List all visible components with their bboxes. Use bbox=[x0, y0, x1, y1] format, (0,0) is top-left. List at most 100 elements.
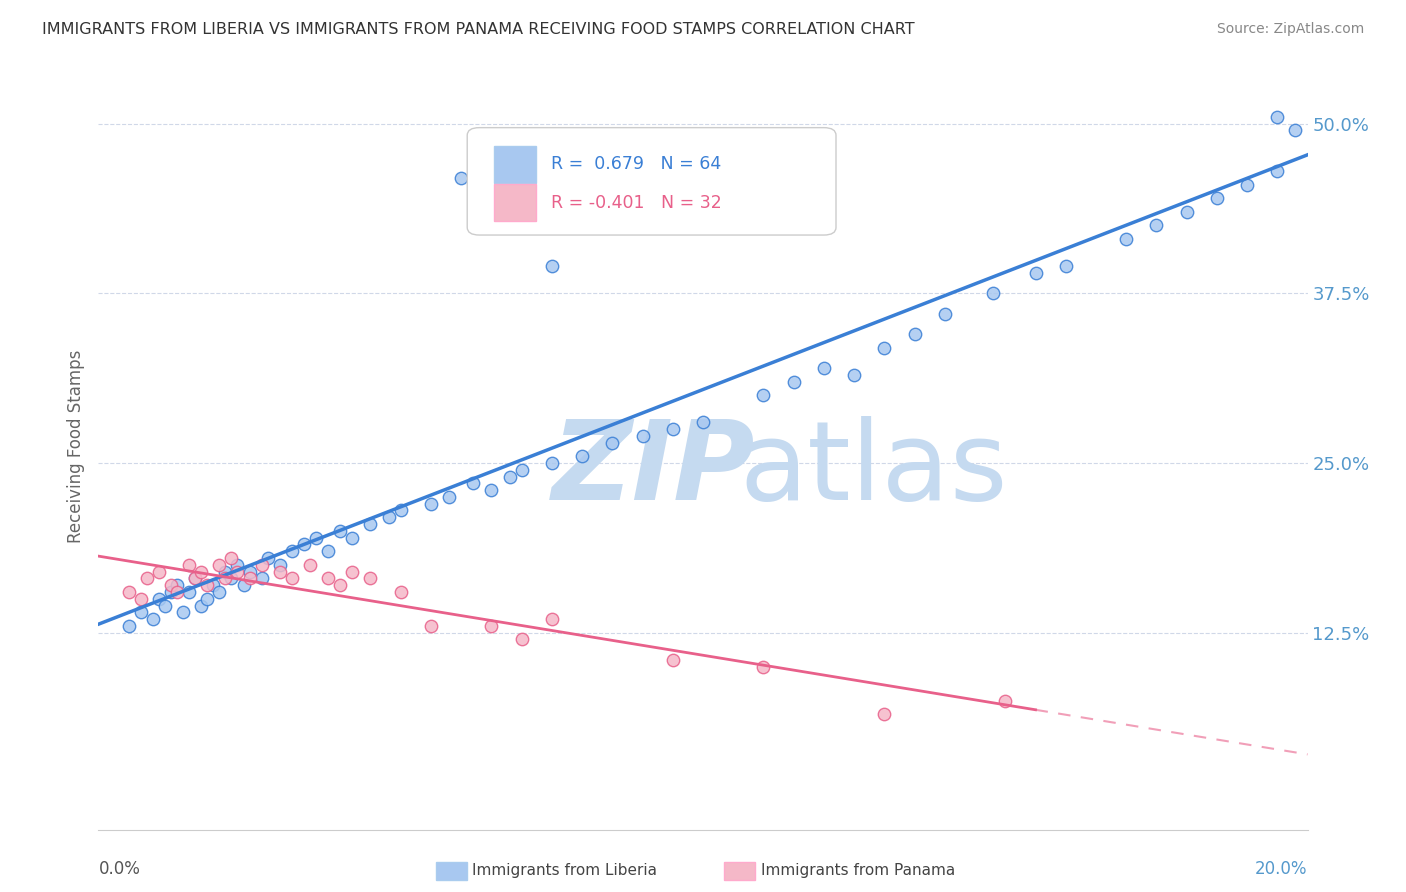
FancyBboxPatch shape bbox=[467, 128, 837, 235]
Point bbox=[305, 531, 328, 545]
Point bbox=[752, 659, 775, 673]
Point bbox=[1206, 191, 1229, 205]
Point bbox=[1175, 204, 1198, 219]
Point bbox=[463, 476, 485, 491]
Point bbox=[316, 571, 339, 585]
Point bbox=[316, 544, 339, 558]
Point bbox=[602, 435, 624, 450]
Point bbox=[1054, 259, 1077, 273]
Point bbox=[129, 591, 152, 606]
Point bbox=[214, 571, 236, 585]
Point bbox=[118, 585, 141, 599]
Y-axis label: Receiving Food Stamps: Receiving Food Stamps bbox=[66, 350, 84, 542]
Point bbox=[540, 259, 562, 273]
Point bbox=[377, 510, 399, 524]
Point bbox=[148, 565, 170, 579]
Point bbox=[813, 360, 835, 375]
Point bbox=[481, 483, 503, 497]
Point bbox=[783, 375, 806, 389]
Text: atlas: atlas bbox=[740, 416, 1008, 523]
Text: R =  0.679   N = 64: R = 0.679 N = 64 bbox=[551, 155, 721, 173]
Point bbox=[389, 585, 412, 599]
Point bbox=[844, 368, 866, 382]
Point bbox=[1284, 123, 1306, 137]
Text: 0.0%: 0.0% bbox=[98, 860, 141, 879]
Point bbox=[360, 571, 382, 585]
Point bbox=[148, 591, 170, 606]
Point bbox=[160, 585, 183, 599]
Point bbox=[221, 571, 243, 585]
Point bbox=[1267, 110, 1289, 124]
Point bbox=[661, 422, 683, 436]
Point bbox=[981, 286, 1004, 301]
Point bbox=[239, 565, 262, 579]
Text: ZIP: ZIP bbox=[551, 416, 755, 523]
Point bbox=[190, 565, 212, 579]
Point bbox=[142, 612, 165, 626]
Point bbox=[631, 429, 654, 443]
Point bbox=[571, 449, 593, 463]
Point bbox=[420, 619, 443, 633]
Point bbox=[160, 578, 183, 592]
Point bbox=[195, 578, 218, 592]
Point bbox=[129, 605, 152, 619]
Point bbox=[221, 551, 243, 566]
Point bbox=[540, 456, 562, 470]
Point bbox=[232, 578, 254, 592]
Point bbox=[329, 524, 352, 538]
Point bbox=[256, 551, 278, 566]
Point bbox=[239, 571, 262, 585]
Point bbox=[661, 653, 683, 667]
Point bbox=[329, 578, 352, 592]
Point bbox=[281, 571, 304, 585]
Point bbox=[226, 565, 249, 579]
Point bbox=[481, 619, 503, 633]
Point bbox=[994, 693, 1017, 707]
Point bbox=[904, 326, 927, 341]
Point bbox=[190, 599, 212, 613]
Point bbox=[498, 469, 520, 483]
Point bbox=[1024, 266, 1046, 280]
Point bbox=[1236, 178, 1258, 192]
Point bbox=[214, 565, 236, 579]
Point bbox=[226, 558, 249, 572]
Point bbox=[873, 707, 896, 722]
Point bbox=[360, 517, 382, 532]
Point bbox=[269, 558, 291, 572]
Point bbox=[420, 497, 443, 511]
FancyBboxPatch shape bbox=[494, 185, 536, 221]
Point bbox=[934, 307, 956, 321]
Point bbox=[1144, 219, 1167, 233]
Point bbox=[752, 388, 775, 402]
Text: Source: ZipAtlas.com: Source: ZipAtlas.com bbox=[1216, 22, 1364, 37]
Point bbox=[195, 591, 218, 606]
Point bbox=[342, 565, 364, 579]
Point bbox=[184, 571, 207, 585]
Point bbox=[172, 605, 194, 619]
Point bbox=[208, 585, 231, 599]
Text: Immigrants from Panama: Immigrants from Panama bbox=[761, 863, 955, 878]
Point bbox=[281, 544, 304, 558]
Point bbox=[813, 211, 835, 226]
Point bbox=[510, 463, 533, 477]
Point bbox=[1267, 164, 1289, 178]
Point bbox=[208, 558, 231, 572]
Point bbox=[299, 558, 322, 572]
Point bbox=[179, 585, 201, 599]
Text: IMMIGRANTS FROM LIBERIA VS IMMIGRANTS FROM PANAMA RECEIVING FOOD STAMPS CORRELAT: IMMIGRANTS FROM LIBERIA VS IMMIGRANTS FR… bbox=[42, 22, 915, 37]
Point bbox=[118, 619, 141, 633]
Point bbox=[166, 578, 188, 592]
Point bbox=[389, 503, 412, 517]
FancyBboxPatch shape bbox=[494, 146, 536, 183]
Point bbox=[342, 531, 364, 545]
Text: 20.0%: 20.0% bbox=[1256, 860, 1308, 879]
Text: Immigrants from Liberia: Immigrants from Liberia bbox=[472, 863, 658, 878]
Point bbox=[437, 490, 460, 504]
Point bbox=[202, 578, 225, 592]
Point bbox=[692, 415, 714, 429]
Point bbox=[179, 558, 201, 572]
Point bbox=[450, 170, 472, 185]
Point bbox=[166, 585, 188, 599]
Text: R = -0.401   N = 32: R = -0.401 N = 32 bbox=[551, 194, 721, 211]
Point bbox=[153, 599, 176, 613]
